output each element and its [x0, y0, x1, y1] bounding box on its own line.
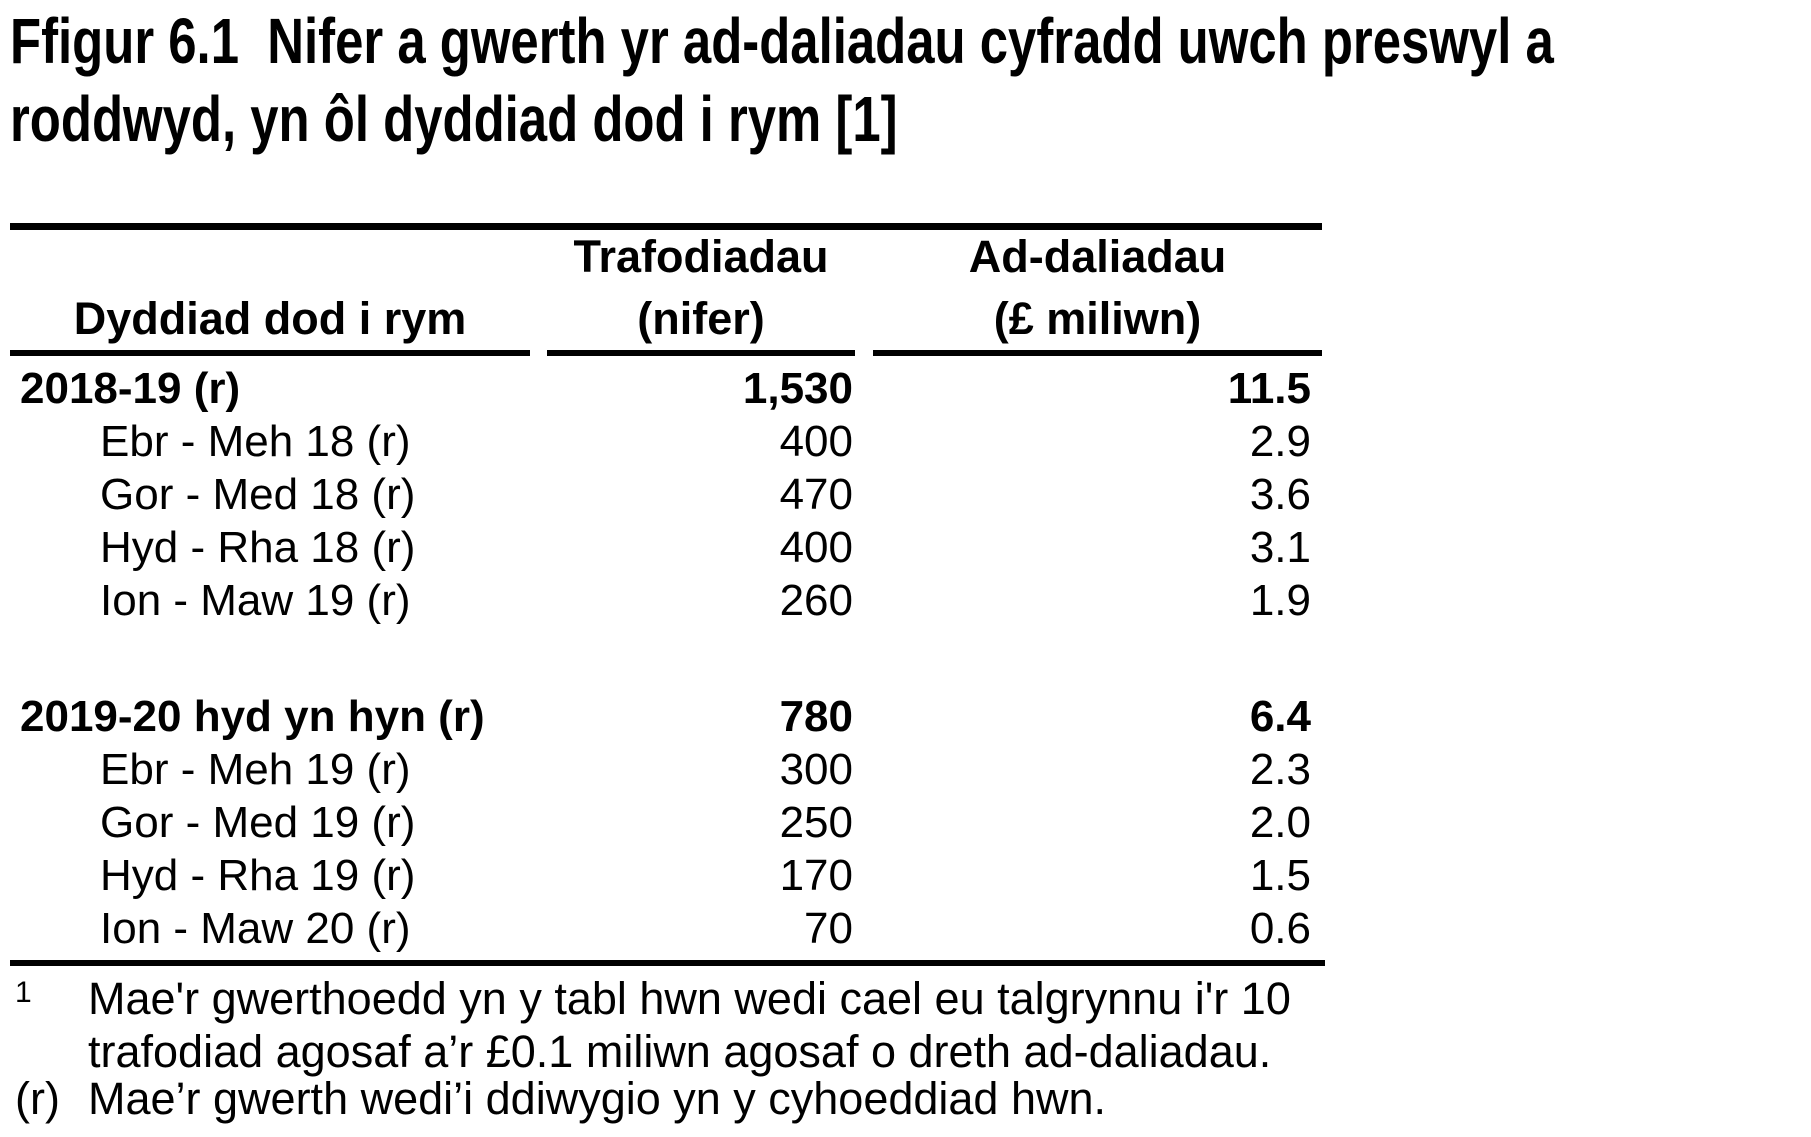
row-value-nifer: 300: [779, 745, 853, 794]
row-value-nifer: 400: [779, 523, 853, 572]
row-value-nifer: 70: [804, 904, 853, 953]
row-value-nifer: 470: [779, 470, 853, 519]
table-row: Ion - Maw 20 (r) 70 0.6: [10, 902, 1322, 955]
table-bottom-rule: [10, 960, 1325, 966]
row-value-nifer: 780: [779, 692, 853, 741]
row-value-miliwn: 11.5: [1227, 364, 1311, 413]
footnote-marker: 1: [15, 976, 32, 1009]
footnote-row: 1 Mae'r gwerthoedd yn y tabl hwn wedi cae…: [10, 972, 1360, 1078]
row-value-miliwn: 2.9: [1249, 417, 1311, 466]
row-value-miliwn: 0.6: [1249, 904, 1311, 953]
table-row: Gor - Med 19 (r) 250 2.0: [10, 796, 1322, 849]
row-label: Ebr - Meh 18 (r): [100, 417, 411, 466]
footnote-text: Mae'r gwerthoedd yn y tabl hwn wedi cael…: [88, 973, 1291, 1077]
row-label: Gor - Med 19 (r): [100, 798, 416, 847]
column-header-transactions-line1: Trafodiadau: [573, 231, 829, 282]
row-value-miliwn: 6.4: [1249, 692, 1311, 741]
row-value-nifer: 1,530: [742, 364, 853, 413]
table-top-rule: [10, 223, 1322, 230]
table-row: Ebr - Meh 18 (r) 400 2.9: [10, 415, 1322, 468]
table-row: Hyd - Rha 18 (r) 400 3.1: [10, 521, 1322, 574]
row-value-nifer: 170: [779, 851, 853, 900]
row-value-miliwn: 3.6: [1249, 470, 1311, 519]
row-label: Hyd - Rha 19 (r): [100, 851, 416, 900]
row-label: 2019-20 hyd yn hyn (r): [20, 692, 485, 741]
table-row: 2018-19 (r) 1,530 11.5: [10, 362, 1322, 415]
column-header-refunds: Ad-daliadau (£ miliwn): [873, 230, 1322, 356]
row-value-miliwn: 1.5: [1249, 851, 1311, 900]
table-row-spacer: [10, 627, 1322, 690]
table-body: 2018-19 (r) 1,530 11.5 Ebr - Meh 18 (r) 400 2…: [10, 362, 1322, 955]
table-header: Dyddiad dod i rym Trafodiadau (nifer) Ad…: [10, 230, 1322, 356]
table-row: Gor - Med 18 (r) 470 3.6: [10, 468, 1322, 521]
row-value-miliwn: 2.3: [1249, 745, 1311, 794]
column-header-date: Dyddiad dod i rym: [10, 230, 530, 356]
row-value-nifer: 260: [779, 576, 853, 625]
row-label: Ebr - Meh 19 (r): [100, 745, 411, 794]
row-value-miliwn: 3.1: [1249, 523, 1311, 572]
row-value-miliwn: 1.9: [1249, 576, 1311, 625]
row-value-miliwn: 2.0: [1249, 798, 1311, 847]
row-label: Ion - Maw 19 (r): [100, 576, 411, 625]
footnote-row: (r) Mae’r gwerth wedi’i ddiwygio yn y cyh…: [10, 1072, 1360, 1125]
column-header-date-label: Dyddiad dod i rym: [73, 293, 467, 344]
footnotes: 1 Mae'r gwerthoedd yn y tabl hwn wedi cae…: [10, 972, 1360, 1125]
table-row: Ebr - Meh 19 (r) 300 2.3: [10, 743, 1322, 796]
footnote-text: Mae’r gwerth wedi’i ddiwygio yn y cyhoed…: [88, 1073, 1107, 1124]
column-header-transactions-line2: (nifer): [637, 293, 765, 344]
row-value-nifer: 400: [779, 417, 853, 466]
table-row: Hyd - Rha 19 (r) 170 1.5: [10, 849, 1322, 902]
figure-title: Ffigur 6.1 Nifer a gwerth yr ad-daliadau…: [10, 5, 1568, 155]
column-header-refunds-line1: Ad-daliadau: [968, 231, 1227, 282]
column-header-refunds-line2: (£ miliwn): [993, 293, 1202, 344]
column-header-transactions: Trafodiadau (nifer): [547, 230, 855, 356]
row-label: Hyd - Rha 18 (r): [100, 523, 416, 572]
table-row: 2019-20 hyd yn hyn (r) 780 6.4: [10, 690, 1322, 743]
row-value-nifer: 250: [779, 798, 853, 847]
row-label: Ion - Maw 20 (r): [100, 904, 411, 953]
table-row: Ion - Maw 19 (r) 260 1.9: [10, 574, 1322, 627]
row-label: Gor - Med 18 (r): [100, 470, 416, 519]
footnote-marker: (r): [15, 1073, 60, 1124]
row-label: 2018-19 (r): [20, 364, 241, 413]
